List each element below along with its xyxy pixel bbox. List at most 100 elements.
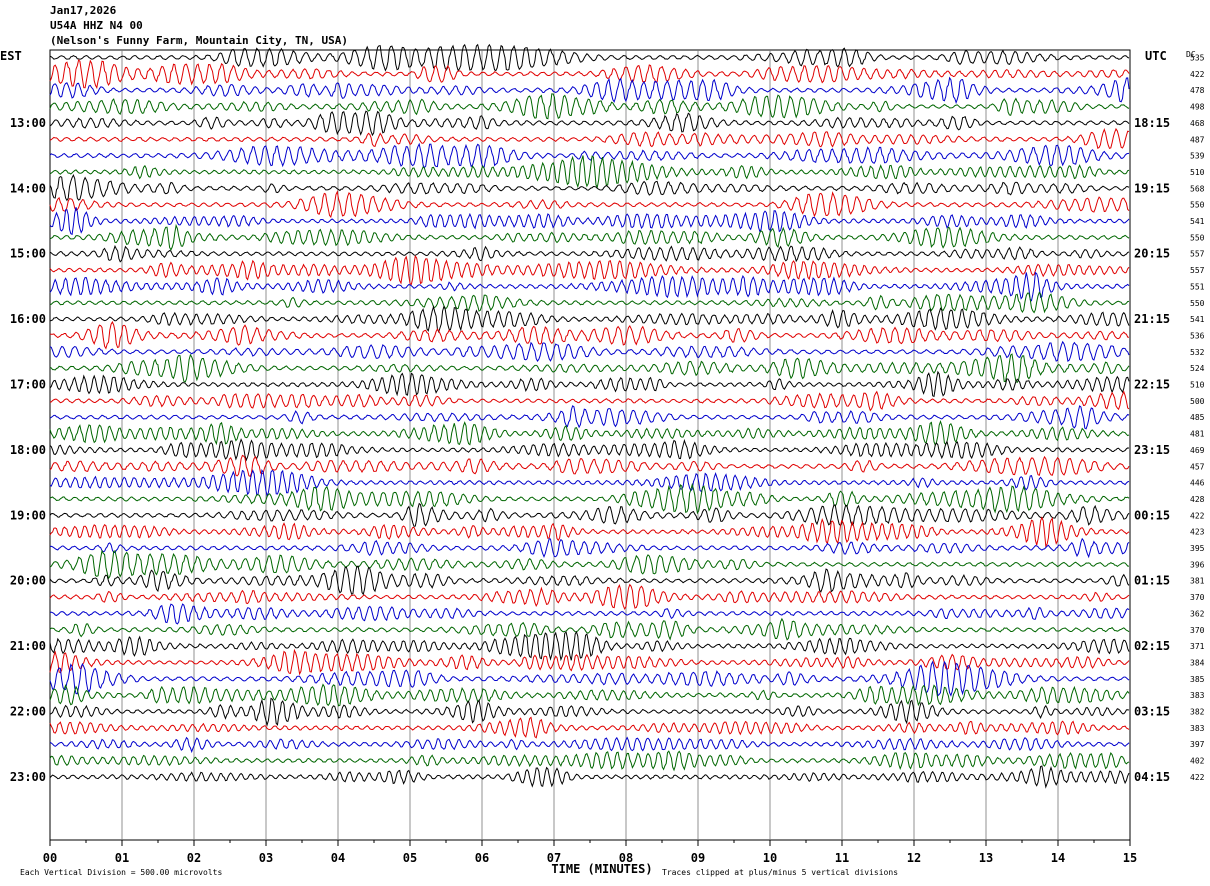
- seismic-trace: [49, 438, 1130, 462]
- est-hour-label: 16:00: [10, 312, 46, 326]
- dc-offset-label: 541: [1190, 217, 1205, 226]
- utc-hour-label: 02:15: [1134, 639, 1170, 653]
- dc-offset-label: 422: [1190, 70, 1205, 79]
- x-tick-label: 04: [331, 851, 345, 865]
- x-axis-title: TIME (MINUTES): [551, 862, 652, 876]
- seismic-trace: [49, 353, 1130, 384]
- clipping-note: Traces clipped at plus/minus 5 vertical …: [662, 868, 898, 877]
- dc-offset-label: 468: [1190, 119, 1205, 128]
- seismic-trace: [49, 765, 1130, 789]
- utc-hour-label: 20:15: [1134, 247, 1170, 261]
- utc-hour-label: 00:15: [1134, 508, 1170, 522]
- grid: [49, 49, 1131, 846]
- seismic-trace: [49, 59, 1130, 90]
- seismic-trace: [49, 93, 1130, 120]
- dc-offset-label: 371: [1190, 642, 1205, 651]
- x-tick-label: 09: [691, 851, 705, 865]
- dc-offset-label: 498: [1190, 103, 1205, 112]
- est-hour-label: 22:00: [10, 705, 46, 719]
- seismic-trace: [49, 76, 1130, 105]
- seismic-trace: [49, 142, 1130, 169]
- seismic-trace: [49, 537, 1130, 559]
- dc-offset-label: 423: [1190, 528, 1205, 537]
- dc-offset-label: 510: [1190, 381, 1205, 390]
- dc-offset-label: 541: [1190, 315, 1205, 324]
- x-tick-label: 07: [547, 851, 561, 865]
- dc-offset-label: 457: [1190, 462, 1205, 471]
- seismic-trace: [49, 207, 1130, 236]
- utc-axis-label: UTC: [1145, 49, 1167, 63]
- dc-offset-label: 550: [1190, 201, 1205, 210]
- est-hour-label: 13:00: [10, 116, 46, 130]
- dc-header-label: DC: [1186, 50, 1196, 59]
- seismic-trace: [49, 254, 1130, 286]
- dc-offset-label: 385: [1190, 675, 1205, 684]
- dc-offset-label: 550: [1190, 299, 1205, 308]
- seismic-trace: [49, 617, 1130, 641]
- dc-offset-label: 550: [1190, 233, 1205, 242]
- seismic-trace: [49, 305, 1130, 334]
- seismic-trace: [49, 736, 1130, 754]
- seismic-trace: [49, 420, 1130, 447]
- x-tick-label: 11: [835, 851, 849, 865]
- dc-offset-label: 500: [1190, 397, 1205, 406]
- seismic-trace: [49, 127, 1130, 150]
- utc-hour-label: 01:15: [1134, 574, 1170, 588]
- seismic-trace: [49, 482, 1130, 515]
- x-tick-label: 00: [43, 851, 57, 865]
- x-tick-label: 14: [1051, 851, 1065, 865]
- x-tick-label: 12: [907, 851, 921, 865]
- seismic-trace: [49, 340, 1130, 362]
- dc-offset-label: 557: [1190, 250, 1205, 259]
- utc-hour-label: 04:15: [1134, 770, 1170, 784]
- dc-offset-label: 485: [1190, 413, 1205, 422]
- dc-offset-label: 428: [1190, 495, 1205, 504]
- dc-offset-label: 446: [1190, 479, 1205, 488]
- seismic-trace: [49, 565, 1130, 596]
- seismic-trace: [49, 660, 1130, 697]
- dc-offset-label: 469: [1190, 446, 1205, 455]
- dc-offset-label: 481: [1190, 430, 1205, 439]
- seismic-trace: [49, 390, 1130, 412]
- dc-offset-label: 539: [1190, 152, 1205, 161]
- dc-offset-label: 557: [1190, 266, 1205, 275]
- labels: 00 01 02 03 04 05 06 07 08 09 10 11 12 13 14 15 535 422 47…: [0, 49, 1205, 877]
- seismic-trace: [49, 223, 1130, 252]
- dc-offset-label: 510: [1190, 168, 1205, 177]
- x-tick-label: 03: [259, 851, 273, 865]
- seismic-trace: [49, 716, 1130, 739]
- est-hour-label: 17:00: [10, 378, 46, 392]
- est-hour-label: 15:00: [10, 247, 46, 261]
- dc-offset-label: 381: [1190, 577, 1205, 586]
- seismic-trace: [49, 43, 1130, 72]
- seismic-trace: [49, 630, 1130, 662]
- seismic-trace: [49, 683, 1130, 707]
- seismic-trace: [49, 110, 1130, 137]
- est-hour-label: 20:00: [10, 574, 46, 588]
- utc-hour-label: 18:15: [1134, 116, 1170, 130]
- seismic-trace: [49, 750, 1130, 772]
- utc-hour-label: 03:15: [1134, 705, 1170, 719]
- x-tick-label: 15: [1123, 851, 1137, 865]
- dc-offset-label: 536: [1190, 331, 1205, 340]
- seismic-trace: [49, 405, 1130, 430]
- dc-offset-label: 384: [1190, 658, 1205, 667]
- seismic-trace: [49, 502, 1130, 527]
- dc-offset-label: 551: [1190, 282, 1205, 291]
- est-hour-label: 18:00: [10, 443, 46, 457]
- dc-offset-label: 535: [1190, 54, 1205, 63]
- x-tick-label: 02: [187, 851, 201, 865]
- station-label: U54A HHZ N4 00: [50, 19, 143, 32]
- seismic-trace: [49, 697, 1130, 727]
- utc-hour-label: 19:15: [1134, 181, 1170, 195]
- x-tick-label: 05: [403, 851, 417, 865]
- utc-hour-label: 22:15: [1134, 378, 1170, 392]
- seismic-trace: [49, 549, 1130, 580]
- date-label: Jan17,2026: [50, 4, 117, 17]
- seismic-trace: [49, 244, 1130, 263]
- dc-offset-label: 422: [1190, 773, 1205, 782]
- dc-offset-label: 370: [1190, 593, 1205, 602]
- seismic-trace: [49, 155, 1130, 189]
- seismic-trace: [49, 469, 1130, 498]
- est-hour-label: 23:00: [10, 770, 46, 784]
